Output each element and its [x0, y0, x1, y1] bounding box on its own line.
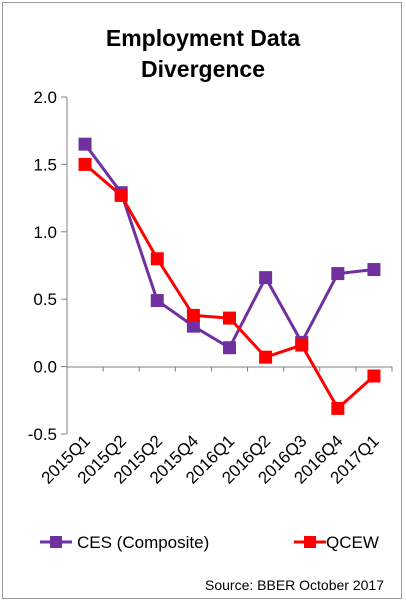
- y-tick-label: 1.0: [33, 223, 57, 242]
- data-point-ces: [367, 263, 381, 277]
- y-tick-label: 0.5: [33, 290, 57, 309]
- legend-qcew-marker: [304, 536, 316, 548]
- legend-ces-label: CES (Composite): [77, 533, 209, 552]
- data-point-ces: [331, 267, 345, 281]
- data-point-qcew: [78, 157, 92, 171]
- data-point-ces: [186, 319, 200, 333]
- chart-title-line-1: Employment Data: [106, 25, 300, 51]
- chart-title-line-2: Divergence: [141, 56, 265, 82]
- data-point-qcew: [150, 252, 164, 266]
- data-point-qcew: [331, 401, 345, 415]
- y-tick-label: 0.0: [33, 358, 57, 377]
- y-tick-label: 2.0: [33, 88, 57, 107]
- legend-qcew-label: QCEW: [326, 533, 379, 552]
- data-point-qcew: [223, 311, 236, 325]
- data-point-qcew: [114, 188, 128, 202]
- data-point-ces: [259, 271, 273, 285]
- data-point-ces: [223, 341, 236, 355]
- data-point-qcew: [295, 338, 309, 352]
- legend: CES (Composite) QCEW: [40, 533, 379, 552]
- data-point-qcew: [186, 308, 200, 322]
- source-note: Source: BBER October 2017: [205, 577, 384, 593]
- legend-ces-marker: [50, 536, 62, 548]
- y-tick-label: 1.5: [33, 155, 57, 174]
- data-point-ces: [78, 137, 92, 151]
- data-point-qcew: [259, 350, 273, 364]
- y-tick-label: -0.5: [28, 425, 57, 444]
- chart-frame: [2, 2, 402, 599]
- data-point-qcew: [367, 369, 381, 383]
- data-point-ces: [150, 294, 164, 308]
